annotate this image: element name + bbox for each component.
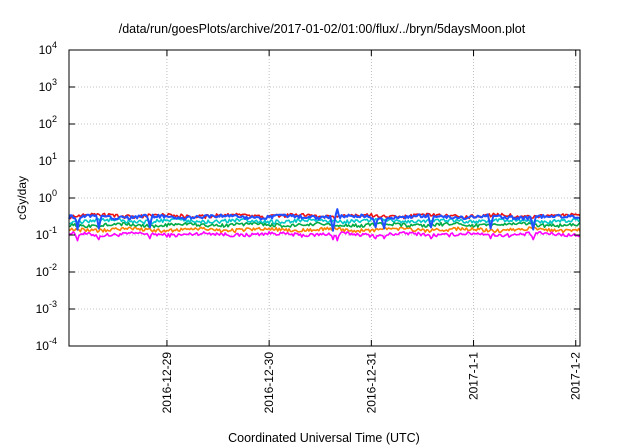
y-tick-label: 102 xyxy=(39,114,57,131)
x-tick-label: 2017-1-2 xyxy=(569,352,583,400)
y-tick-label: 10-4 xyxy=(36,336,57,353)
x-tick-label: 2016-12-30 xyxy=(262,352,276,414)
y-tick-label: 10-1 xyxy=(36,225,57,242)
series-line xyxy=(68,226,581,234)
y-axis-label: cGy/day xyxy=(15,176,29,220)
x-tick-label: 2017-1-1 xyxy=(467,352,481,400)
x-axis: 2016-12-29 2016-12-30 2016-12-31 2017-1-1 20… xyxy=(160,50,583,413)
x-tick-label: 2016-12-31 xyxy=(364,352,378,414)
y-tick-label: 100 xyxy=(39,188,57,205)
series-line xyxy=(68,217,581,225)
grid xyxy=(69,50,580,346)
chart-title: /data/run/goesPlots/archive/2017-01-02/0… xyxy=(119,22,526,36)
x-tick-label: 2016-12-29 xyxy=(160,352,174,414)
series-line xyxy=(68,208,581,232)
y-tick-label: 103 xyxy=(39,77,57,94)
series-line xyxy=(68,230,581,242)
series-group xyxy=(68,208,581,242)
y-tick-label: 10-2 xyxy=(36,262,57,279)
y-tick-label: 104 xyxy=(39,40,57,57)
series-line xyxy=(68,221,581,229)
x-axis-label: Coordinated Universal Time (UTC) xyxy=(228,431,420,445)
y-tick-label: 101 xyxy=(39,151,57,168)
y-tick-label: 10-3 xyxy=(36,299,57,316)
